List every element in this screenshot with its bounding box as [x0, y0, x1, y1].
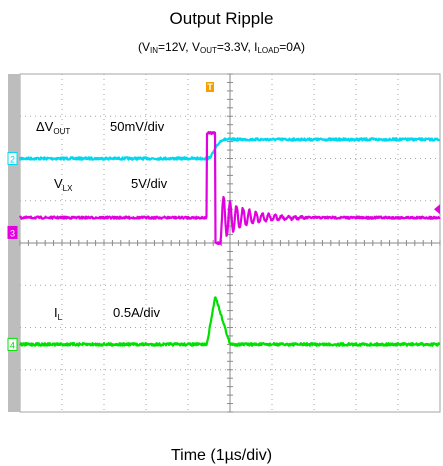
vlx-trace: [18, 131, 441, 245]
chart-title: Output Ripple: [169, 9, 274, 28]
subtitle-part: LOAD: [257, 46, 280, 55]
chart-subtitle: (VIN=12V, VOUT=3.3V, ILOAD=0A): [0, 40, 443, 55]
scope-grid: [8, 73, 441, 413]
x-axis-label: Time (1µs/div): [170, 447, 273, 464]
trace-name-main: V: [54, 176, 63, 191]
trace-name-label: IL: [54, 305, 63, 322]
trace-name-sub: L: [58, 313, 63, 322]
trace-scale-label: 50mV/div: [110, 119, 165, 134]
trace-name-sub: OUT: [53, 127, 70, 136]
scope-markers: T 2 3 4: [7, 82, 440, 351]
trigger-level-marker: [434, 204, 440, 215]
subtitle-part: OUT: [199, 46, 217, 55]
channel-marker-label: 2: [10, 155, 15, 165]
subtitle-part: IN: [150, 46, 159, 55]
subtitle-part: =12V, V: [158, 40, 200, 54]
subtitle-part: (V: [138, 40, 151, 54]
channel-4-marker: [7, 337, 18, 351]
channel-2-marker: [7, 152, 18, 165]
trace-name-sub: LX: [63, 184, 73, 193]
subtitle-part: =3.3V, I: [216, 40, 258, 54]
trigger-marker-label: T: [207, 82, 213, 92]
il-trace: [18, 296, 441, 347]
subtitle-part: =0A): [279, 40, 305, 54]
trace-scale-label: 0.5A/div: [113, 305, 160, 320]
trace-name-main: ΔV: [36, 119, 54, 134]
trace-scale-label: 5V/div: [131, 176, 168, 191]
channel-marker-label: 3: [10, 228, 15, 238]
trace-name-main: I: [54, 305, 58, 320]
scope-plot: T 2 3 4 ΔVOUT 50mV/div VLX 5V/div IL 0.5A/div: [7, 73, 441, 413]
trace-name-label: ΔVOUT: [36, 119, 70, 136]
channel-3-marker: [7, 225, 18, 239]
channel-marker-bar: [8, 74, 20, 412]
trace-name-label: VLX: [54, 176, 73, 193]
trigger-position-marker: [206, 82, 214, 92]
scope-traces: [18, 131, 441, 347]
channel-marker-label: 4: [10, 340, 15, 350]
vout-trace: [18, 137, 441, 161]
trace-labels: ΔVOUT 50mV/div VLX 5V/div IL 0.5A/div: [36, 119, 168, 322]
